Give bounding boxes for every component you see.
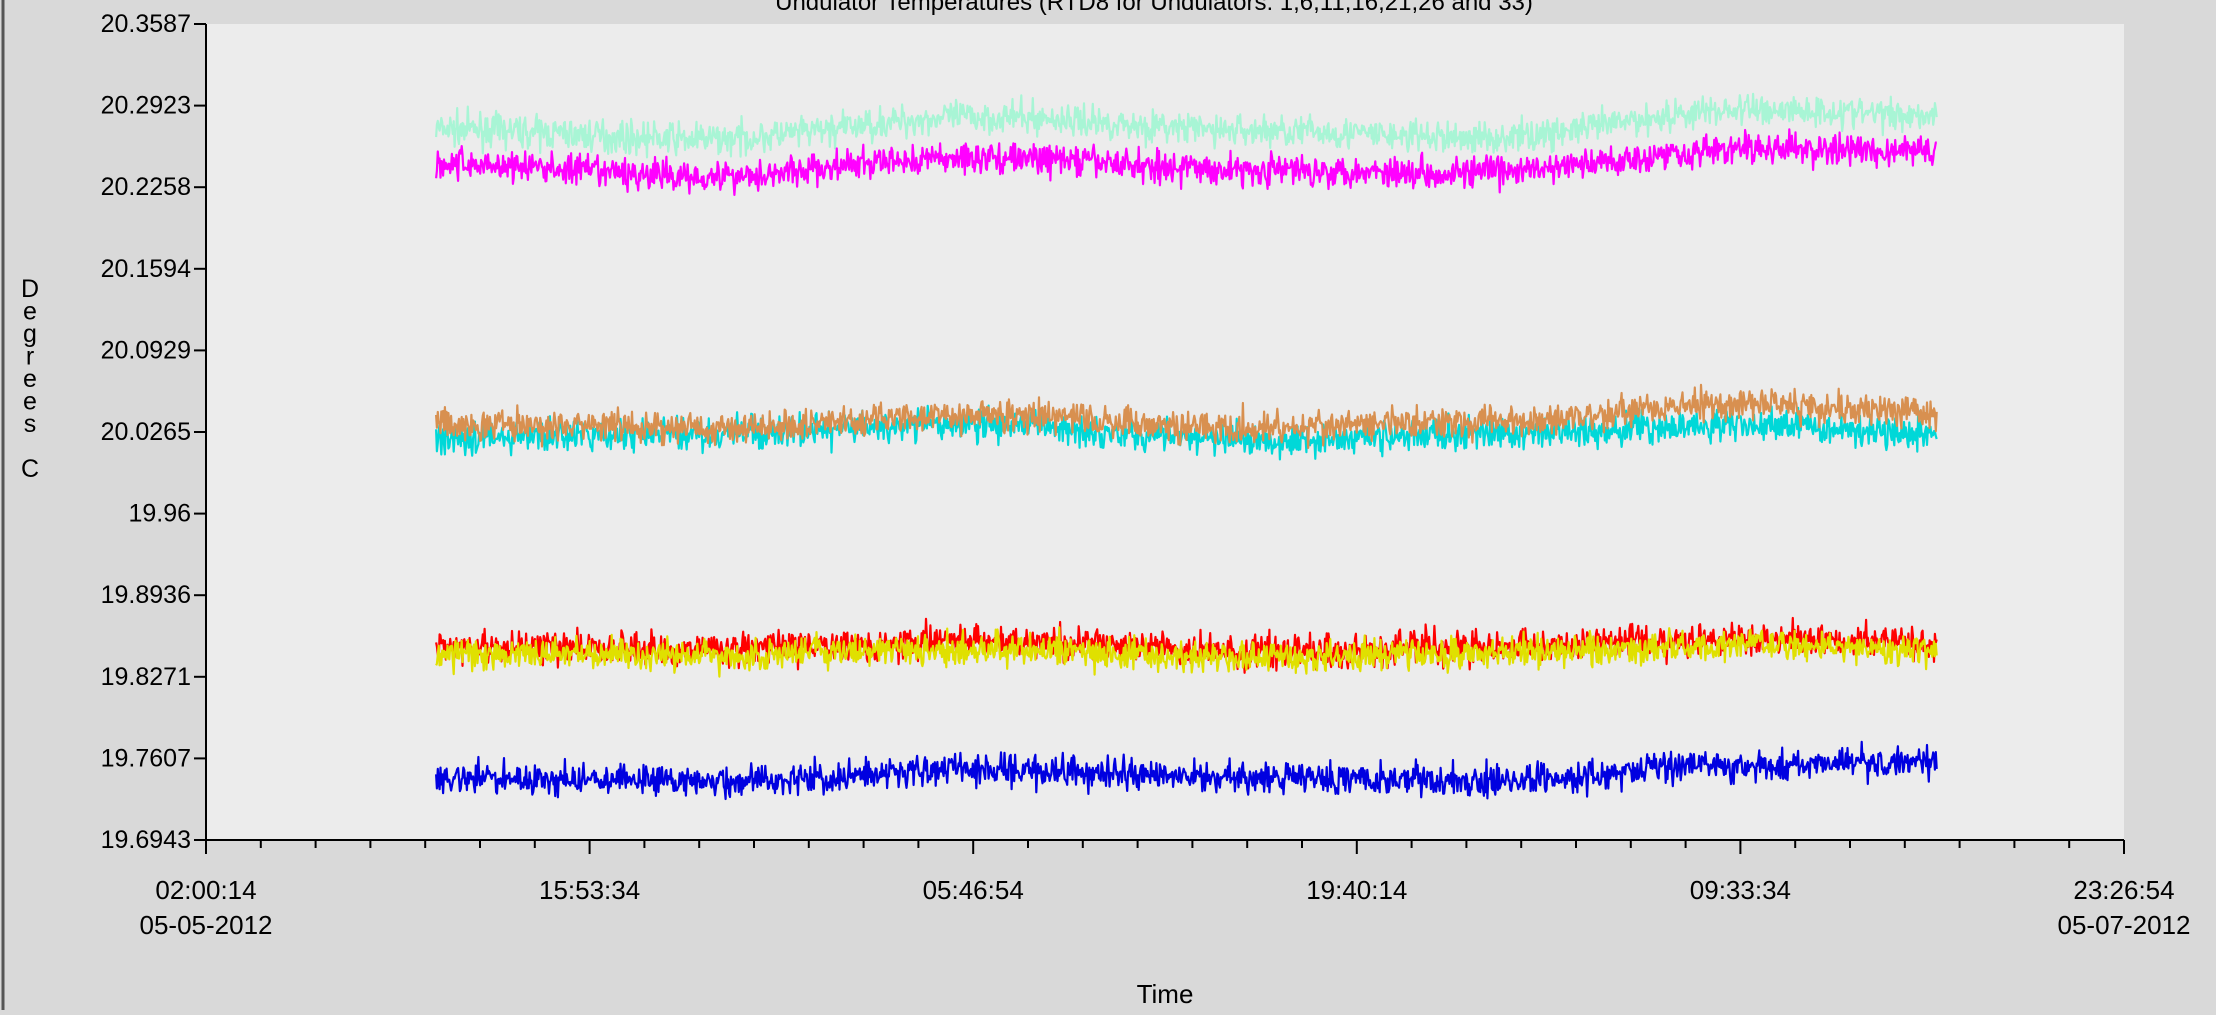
y-tick-label: 19.8936 (101, 581, 191, 609)
y-axis: 20.3587 20.2923 20.2258 20.1594 20.0929 20.02… (101, 10, 206, 854)
x-tick-label: 19:40:14 (1306, 875, 1407, 905)
series-line-1 (435, 92, 1938, 159)
y-tick-label: 20.2923 (101, 92, 191, 120)
x-tick-label: 05:46:54 (923, 875, 1024, 905)
y-tick-label: 19.96 (128, 500, 191, 528)
y-tick-label: 19.7607 (101, 744, 191, 772)
series-line-7 (435, 740, 1938, 801)
y-tick-label: 20.1594 (101, 255, 191, 283)
x-axis-label: Time (1137, 979, 1194, 1009)
series-line-4 (435, 383, 1938, 449)
series-layer (435, 92, 1938, 801)
x-axis: 02:00:14 05-05-2012 15:53:34 05:46:54 19:40:… (140, 840, 2191, 940)
x-tick-date-label: 05-07-2012 (2058, 910, 2191, 940)
y-tick-label: 19.6943 (101, 826, 191, 854)
x-tick-label: 23:26:54 (2073, 875, 2174, 905)
x-tick-label: 15:53:34 (539, 875, 640, 905)
y-tick-label: 20.2258 (101, 173, 191, 201)
y-tick-label: 20.0929 (101, 336, 191, 364)
y-tick-label: 19.8271 (101, 663, 191, 691)
series-line-6 (435, 626, 1938, 678)
y-tick-label: 20.3587 (101, 10, 191, 38)
chart-title: Undulator Temperatures (RTD8 for Undulat… (775, 0, 1533, 16)
series-line-2 (435, 128, 1938, 196)
x-tick-label: 09:33:34 (1690, 875, 1791, 905)
x-tick-label: 02:00:14 (155, 875, 256, 905)
x-tick-date-label: 05-05-2012 (140, 910, 273, 940)
y-tick-label: 20.0265 (101, 418, 191, 446)
